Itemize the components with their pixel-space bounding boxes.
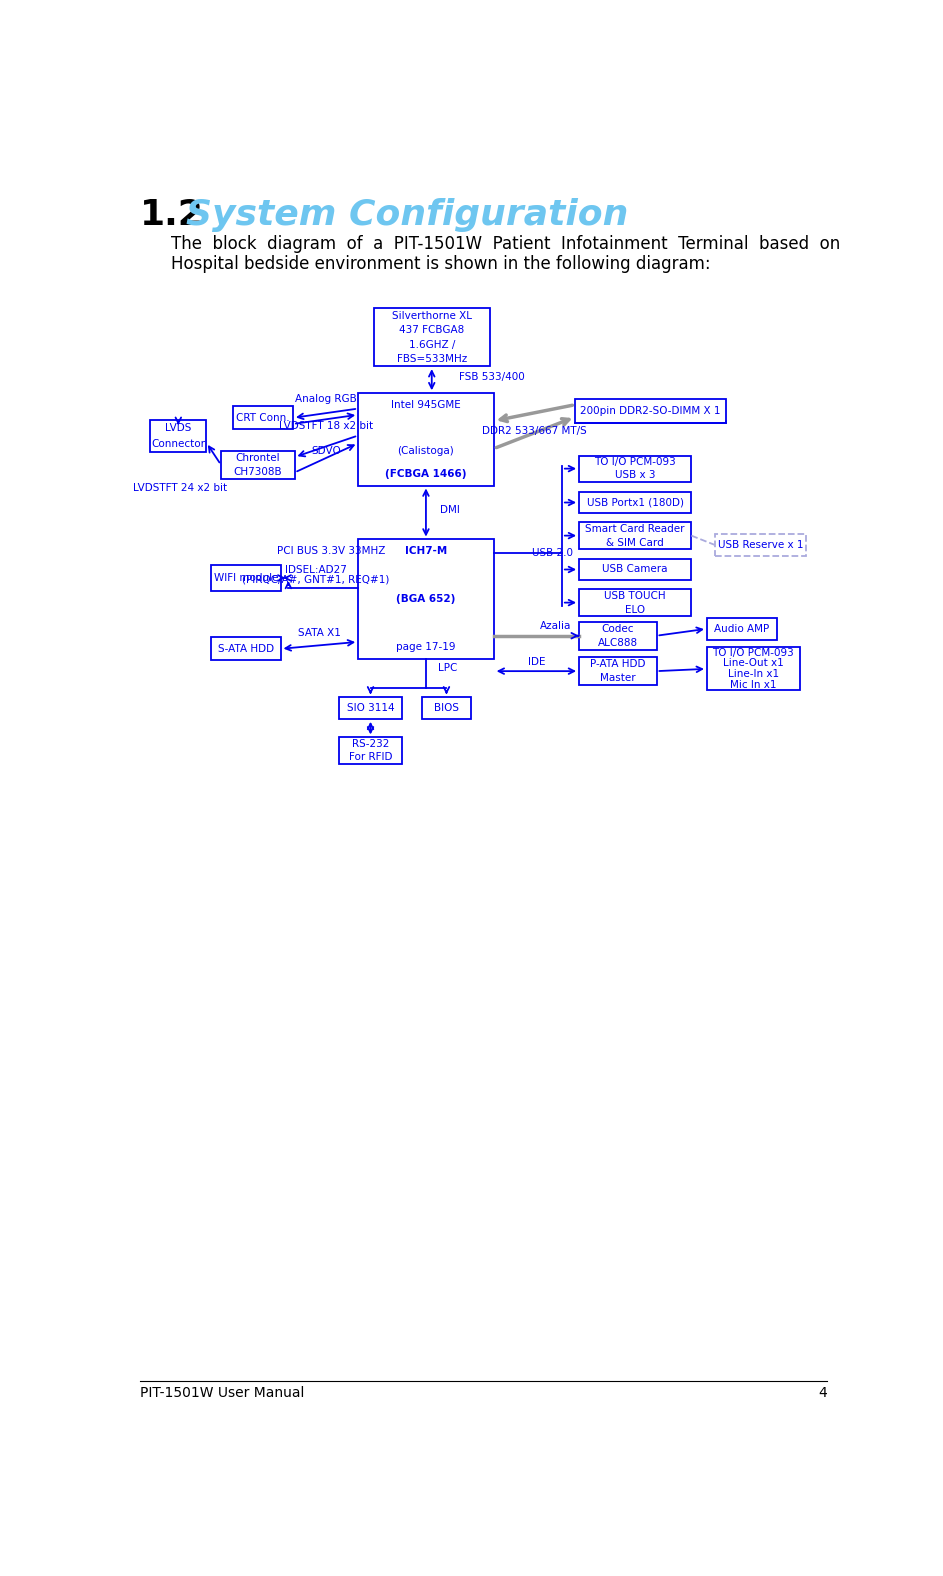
Text: ALC888: ALC888: [598, 638, 637, 648]
Text: The  block  diagram  of  a  PIT-1501W  Patient  Infotainment  Terminal  based  o: The block diagram of a PIT-1501W Patient…: [171, 235, 840, 254]
Bar: [707, 648, 800, 690]
Text: SIO 3114: SIO 3114: [347, 703, 394, 712]
Text: LVDSTFT 18 x2 bit: LVDSTFT 18 x2 bit: [279, 421, 373, 430]
Text: Codec: Codec: [602, 624, 634, 634]
Bar: [715, 534, 806, 556]
Bar: [221, 451, 294, 479]
Text: Smart Card Reader: Smart Card Reader: [586, 523, 685, 534]
Text: 1.6GHZ /: 1.6GHZ /: [408, 339, 455, 350]
Text: 1.2: 1.2: [140, 199, 204, 232]
Text: Analog RGB: Analog RGB: [295, 394, 356, 405]
Text: USB TOUCH: USB TOUCH: [604, 591, 666, 600]
Text: Mic In x1: Mic In x1: [730, 679, 777, 690]
Text: ICH7-M: ICH7-M: [405, 547, 447, 556]
Bar: [579, 623, 656, 649]
Bar: [575, 399, 726, 424]
Text: USB Camera: USB Camera: [603, 564, 668, 575]
Bar: [707, 618, 777, 640]
Text: (BGA 652): (BGA 652): [396, 594, 455, 604]
Text: CRT Conn.: CRT Conn.: [236, 413, 290, 422]
Text: RS-232: RS-232: [352, 739, 389, 749]
Text: PCI BUS 3.3V 33MHZ: PCI BUS 3.3V 33MHZ: [277, 545, 385, 556]
Text: PIT-1501W User Manual: PIT-1501W User Manual: [140, 1387, 304, 1401]
Bar: [579, 492, 691, 514]
Text: System Configuration: System Configuration: [186, 199, 628, 232]
Text: (PIRQC/A#, GNT#1, REQ#1): (PIRQC/A#, GNT#1, REQ#1): [241, 575, 389, 585]
Text: P-ATA HDD: P-ATA HDD: [590, 659, 646, 670]
Text: 4: 4: [819, 1387, 827, 1401]
Bar: [233, 407, 293, 429]
Bar: [358, 392, 494, 485]
Text: FSB 533/400: FSB 533/400: [459, 372, 524, 381]
Text: IDE: IDE: [528, 657, 545, 667]
Text: Silverthorne XL: Silverthorne XL: [391, 310, 472, 320]
Bar: [339, 738, 403, 763]
Text: TO I/O PCM-093: TO I/O PCM-093: [594, 457, 676, 466]
Bar: [211, 564, 281, 591]
Text: S-ATA HDD: S-ATA HDD: [218, 645, 273, 654]
Bar: [579, 522, 691, 550]
Text: IDSEL:AD27: IDSEL:AD27: [285, 566, 346, 575]
Text: Intel 945GME: Intel 945GME: [391, 400, 461, 410]
Bar: [151, 421, 207, 452]
Text: For RFID: For RFID: [349, 752, 392, 761]
Text: DMI: DMI: [439, 506, 460, 515]
Text: & SIM Card: & SIM Card: [606, 537, 664, 547]
Text: WIFI module: WIFI module: [213, 574, 278, 583]
Text: 437 FCBGA8: 437 FCBGA8: [399, 325, 464, 336]
Text: Master: Master: [600, 673, 636, 682]
Text: Hospital bedside environment is shown in the following diagram:: Hospital bedside environment is shown in…: [171, 255, 710, 273]
Text: USB Portx1 (180D): USB Portx1 (180D): [587, 498, 684, 507]
Text: (Calistoga): (Calistoga): [398, 446, 455, 455]
Bar: [373, 309, 489, 366]
Text: CH7308B: CH7308B: [234, 466, 282, 476]
Text: SATA X1: SATA X1: [298, 627, 340, 638]
Text: USB Reserve x 1: USB Reserve x 1: [718, 541, 803, 550]
Text: page 17-19: page 17-19: [396, 641, 455, 652]
Text: USB x 3: USB x 3: [615, 470, 655, 481]
Bar: [339, 697, 403, 719]
Text: FBS=533MHz: FBS=533MHz: [397, 355, 467, 364]
Text: Line-Out x1: Line-Out x1: [723, 659, 784, 668]
Text: LPC: LPC: [438, 663, 457, 673]
Text: TO I/O PCM-093: TO I/O PCM-093: [713, 648, 794, 657]
Text: Line-In x1: Line-In x1: [728, 670, 779, 679]
Text: USB 2.0: USB 2.0: [532, 548, 572, 558]
Text: LVDS: LVDS: [165, 424, 191, 433]
Text: ELO: ELO: [625, 605, 645, 615]
Text: Chrontel: Chrontel: [236, 452, 280, 463]
Text: Azalia: Azalia: [540, 621, 571, 632]
Text: Audio AMP: Audio AMP: [714, 624, 769, 634]
Bar: [422, 697, 471, 719]
Text: Connector: Connector: [151, 440, 206, 449]
Bar: [579, 559, 691, 580]
Bar: [579, 657, 656, 686]
Text: SDVO: SDVO: [311, 446, 341, 455]
Text: (FCBGA 1466): (FCBGA 1466): [385, 470, 467, 479]
Text: DDR2 533/667 MT/S: DDR2 533/667 MT/S: [482, 426, 587, 437]
Bar: [358, 539, 494, 659]
Text: LVDSTFT 24 x2 bit: LVDSTFT 24 x2 bit: [133, 482, 227, 493]
Text: BIOS: BIOS: [434, 703, 459, 712]
Bar: [579, 455, 691, 482]
Bar: [211, 637, 281, 660]
Text: 200pin DDR2-SO-DIMM X 1: 200pin DDR2-SO-DIMM X 1: [581, 407, 721, 416]
Bar: [579, 589, 691, 616]
